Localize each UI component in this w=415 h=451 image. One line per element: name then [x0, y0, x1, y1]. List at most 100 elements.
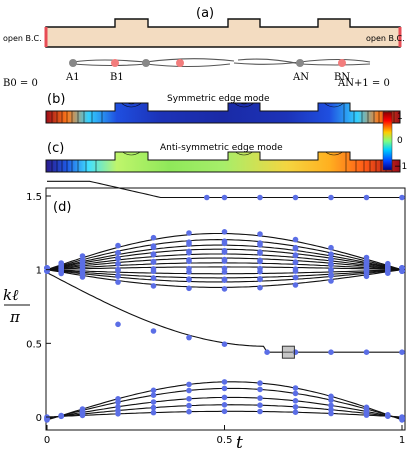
band-point-upper [58, 264, 64, 270]
panel-b-title: Symmetric edge mode [167, 94, 270, 104]
right-bc-label: open B.C. [366, 34, 405, 43]
band-point-upper [385, 260, 391, 267]
band-point-upper [399, 265, 405, 271]
band-point-lower [115, 404, 121, 410]
band-point-upper [292, 282, 299, 288]
site-label-a1: A1 [65, 72, 80, 83]
band-point-lower [186, 381, 192, 388]
band-point-lower [58, 412, 64, 419]
panel-b-label: (b) [47, 92, 65, 107]
site-b1 [111, 59, 119, 67]
band-point-lower [257, 386, 263, 393]
panel-c: (c) Anti-symmetric edge mode [45, 141, 401, 173]
band-point-upper [150, 258, 157, 265]
band-point-upper [221, 276, 228, 283]
band-point-lower [399, 417, 405, 423]
highlight-marker [281, 345, 295, 359]
band-point-upper [257, 265, 263, 272]
x-tick-label: 1 [399, 435, 405, 446]
band-point-upper [328, 278, 334, 284]
band-point-lower [221, 408, 228, 415]
band-point-upper [150, 251, 157, 257]
edge-mode-point [221, 341, 228, 348]
edge-mode-point [115, 321, 121, 328]
panel-d: (d) 0 0.5 1 1.5 0 0.5 1 kℓ π t [3, 180, 406, 451]
band-point-upper [115, 266, 121, 273]
band-point-upper [150, 266, 157, 272]
left-bc-label: open B.C. [3, 34, 42, 43]
band-point-upper [150, 243, 157, 249]
band-point-upper [292, 274, 299, 281]
band-point-lower [257, 408, 263, 415]
site-label-b1: B1 [110, 72, 124, 83]
colorbar-tick-mid: 0 [397, 136, 403, 146]
band-point-upper [385, 264, 391, 271]
band-point-upper [115, 273, 121, 280]
panel-c-outline [45, 151, 401, 173]
band-point-upper [292, 252, 299, 258]
band-point-lower [257, 395, 263, 401]
edge-mode-point [363, 349, 370, 356]
band-point-upper [186, 248, 192, 255]
y-axis-label-numerator: kℓ [3, 286, 18, 304]
upper-edge-point [257, 194, 263, 201]
colorbar-tick-top: 1 [397, 112, 403, 122]
band-point-upper [186, 239, 192, 245]
band-point-lower [150, 387, 157, 394]
band-point-upper [150, 234, 157, 241]
band-point-upper [292, 244, 299, 251]
upper-edge-point [292, 194, 299, 201]
band-point-upper [221, 229, 228, 235]
site-b2 [176, 59, 184, 67]
band-point-lower [186, 408, 192, 415]
band-point-lower [150, 399, 157, 405]
band-point-upper [328, 266, 334, 273]
panel-c-label: (c) [47, 141, 64, 156]
band-point-lower [292, 409, 299, 416]
band-point-upper [328, 272, 334, 279]
edge-mode-point [150, 328, 157, 334]
x-tick-label: 0.5 [217, 435, 233, 446]
upper-edge-point [221, 194, 228, 201]
band-point-lower [221, 379, 228, 385]
band-point-upper [150, 275, 157, 281]
panel-a: (a) open B.C. open B.C. B0 = 0 AN+1 = 0 … [3, 6, 405, 89]
x-tick-label: 0 [44, 435, 50, 446]
edge-mode-point [264, 349, 270, 356]
band-point-lower [292, 390, 299, 397]
colorbar: 1 0 −1 [382, 111, 407, 172]
band-point-upper [221, 256, 228, 263]
panel-d-label: (d) [53, 200, 71, 215]
band-point-upper [186, 257, 192, 263]
y-tick-label: 0 [36, 413, 42, 424]
edge-mode-point [186, 334, 192, 341]
band-point-lower [186, 402, 192, 409]
band-point-lower [257, 380, 263, 386]
upper-edge-point [328, 194, 334, 201]
band-point-lower [221, 402, 228, 408]
band-point-upper [115, 242, 121, 249]
band-point-lower [385, 412, 391, 418]
axis-ticks: 0 0.5 1 1.5 0 0.5 1 [26, 192, 405, 446]
right-zero-label: AN+1 = 0 [337, 78, 390, 89]
band-point-upper [115, 261, 121, 267]
band-point-upper [292, 236, 299, 243]
panel-b: (b) Symmetric edge mode [45, 92, 401, 124]
edge-mode-point [399, 349, 405, 356]
band-point-lower [150, 409, 157, 416]
band-point-lower [221, 385, 228, 392]
band-point-upper [186, 285, 192, 292]
band-point-lower [328, 393, 334, 400]
band-point-upper [328, 256, 334, 263]
y-axis-label-denominator: π [9, 308, 21, 326]
band-curve-lower [46, 396, 403, 420]
edge-curve [46, 272, 402, 353]
band-point-lower [292, 404, 299, 410]
band-point-upper [186, 276, 192, 282]
panel-c-title: Anti-symmetric edge mode [160, 143, 283, 153]
eigenvalue-points [44, 194, 405, 423]
upper-edge-point [204, 194, 210, 201]
site-bn [338, 59, 346, 67]
band-point-upper [328, 244, 334, 251]
band-point-upper [328, 251, 334, 258]
